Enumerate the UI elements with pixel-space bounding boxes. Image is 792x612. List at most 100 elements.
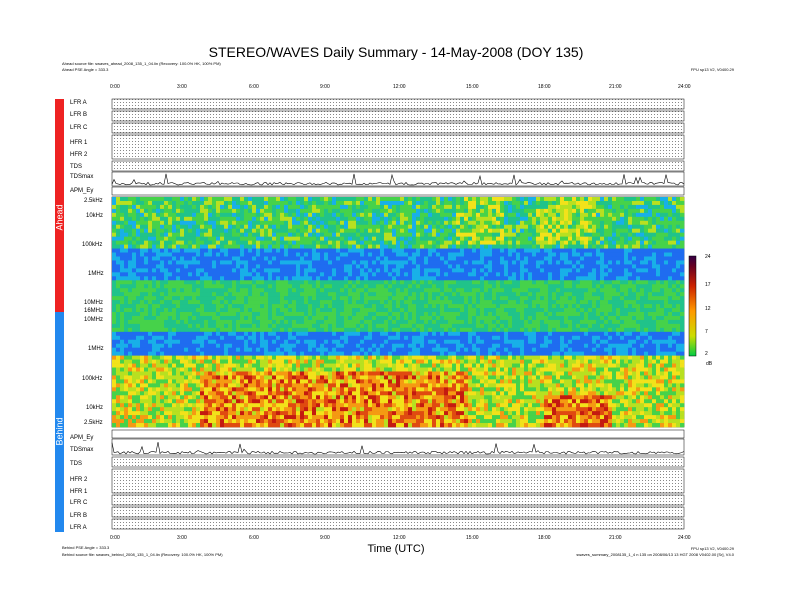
spectrogram-cell (260, 268, 265, 273)
spectrogram-cell (472, 268, 477, 273)
spectrogram-cell (140, 280, 145, 285)
spectrogram-cell (212, 212, 217, 218)
spectrogram-cell (392, 304, 397, 309)
spectrogram-cell (192, 284, 197, 289)
spectrogram-cell (476, 284, 481, 289)
spectrogram-cell (276, 284, 281, 289)
spectrogram-cell (268, 248, 273, 253)
spectrogram-cell (536, 236, 541, 241)
spectrogram-cell (392, 327, 397, 333)
spectrogram-cell (352, 272, 357, 277)
spectrogram-cell (152, 240, 157, 245)
spectrogram-cell (124, 244, 129, 249)
spectrogram-cell (388, 312, 393, 317)
spectrogram-cell (376, 224, 381, 230)
spectrogram-cell (664, 224, 669, 230)
spectrogram-cell (452, 197, 457, 202)
spectrogram-cell (472, 300, 477, 305)
spectrogram-cell (360, 268, 365, 273)
spectrogram-cell (552, 204, 557, 210)
spectrogram-cell (192, 292, 197, 297)
spectrogram-cell (660, 204, 665, 210)
spectrogram-cell (664, 212, 669, 218)
spectrogram-cell (632, 319, 637, 325)
spectrogram-cell (392, 260, 397, 265)
spectrogram-cell (112, 232, 117, 237)
spectrogram-cell (232, 308, 237, 313)
spectrogram-cell (412, 244, 417, 249)
spectrogram-cell (384, 197, 389, 202)
spectrogram-cell (208, 300, 213, 305)
spectrogram-cell (412, 260, 417, 265)
spectrogram-cell (160, 292, 165, 297)
spectrogram-cell (348, 240, 353, 245)
spectrogram-cell (648, 304, 653, 309)
spectrogram-cell (112, 319, 117, 325)
spectrogram-cell (360, 327, 365, 333)
spectrogram-cell (648, 204, 653, 210)
spectrogram-cell (552, 272, 557, 277)
spectrogram-cell (312, 252, 317, 257)
spectrogram-cell (140, 288, 145, 293)
spectrogram-cell (260, 304, 265, 309)
spectrogram-cell (616, 315, 621, 321)
spectrogram-cell (200, 327, 205, 333)
spectrogram-cell (144, 197, 149, 202)
spectrogram-cell (584, 323, 589, 329)
spectrogram-cell (208, 197, 213, 202)
spectrogram-cell (416, 296, 421, 301)
spectrogram-cell (608, 200, 613, 206)
spectrogram-cell (564, 240, 569, 245)
spectrogram-cell (296, 327, 301, 333)
ahead-rows (111, 98, 685, 196)
spectrogram-cell (484, 204, 489, 210)
spectrogram-cell (336, 284, 341, 289)
spectrogram-cell (444, 312, 449, 317)
spectrogram-cell (280, 216, 285, 222)
spectrogram-cell (204, 252, 209, 257)
spectrogram-cell (372, 216, 377, 222)
spectrogram-cell (376, 216, 381, 222)
spectrogram-cell (584, 304, 589, 309)
spectrogram-cell (236, 296, 241, 301)
spectrogram-cell (196, 220, 201, 226)
spectrogram-cell (140, 292, 145, 297)
spectrogram-cell (280, 296, 285, 301)
spectrogram-cell (556, 236, 561, 241)
spectrogram-cell (572, 256, 577, 261)
spectrogram-cell (284, 264, 289, 269)
spectrogram-cell (204, 248, 209, 253)
spectrogram-cell (164, 296, 169, 301)
spectrogram-cell (204, 315, 209, 321)
spectrogram-cell (296, 319, 301, 325)
spectrogram-cell (332, 236, 337, 241)
spectrogram-cell (384, 323, 389, 329)
spectrogram-cell (476, 208, 481, 214)
spectrogram-cell (640, 200, 645, 206)
spectrogram-cell (380, 244, 385, 249)
spectrogram-cell (664, 244, 669, 249)
spectrogram-cell (676, 288, 681, 293)
spectrogram-cell (220, 236, 225, 241)
spectrogram-cell (508, 312, 513, 317)
spectrogram-cell (176, 315, 181, 321)
spectrogram-cell (204, 327, 209, 333)
spectrogram-cell (540, 208, 545, 214)
spectrogram-cell (304, 252, 309, 257)
spectrogram-cell (164, 212, 169, 218)
spectrogram-cell (584, 315, 589, 321)
spectrogram-cell (632, 296, 637, 301)
spectrogram-cell (636, 296, 641, 301)
spectrogram-cell (612, 200, 617, 206)
spectrogram-cell (120, 315, 125, 321)
spectrogram-cell (408, 292, 413, 297)
spectrogram-cell (520, 280, 525, 285)
spectrogram-cell (544, 312, 549, 317)
spectrogram-cell (268, 216, 273, 222)
spectrogram-cell (568, 200, 573, 206)
spectrogram-cell (224, 327, 229, 333)
spectrogram-cell (156, 248, 161, 253)
spectrogram-cell (568, 319, 573, 325)
spectrogram-cell (124, 200, 129, 206)
spectrogram-cell (112, 236, 117, 241)
